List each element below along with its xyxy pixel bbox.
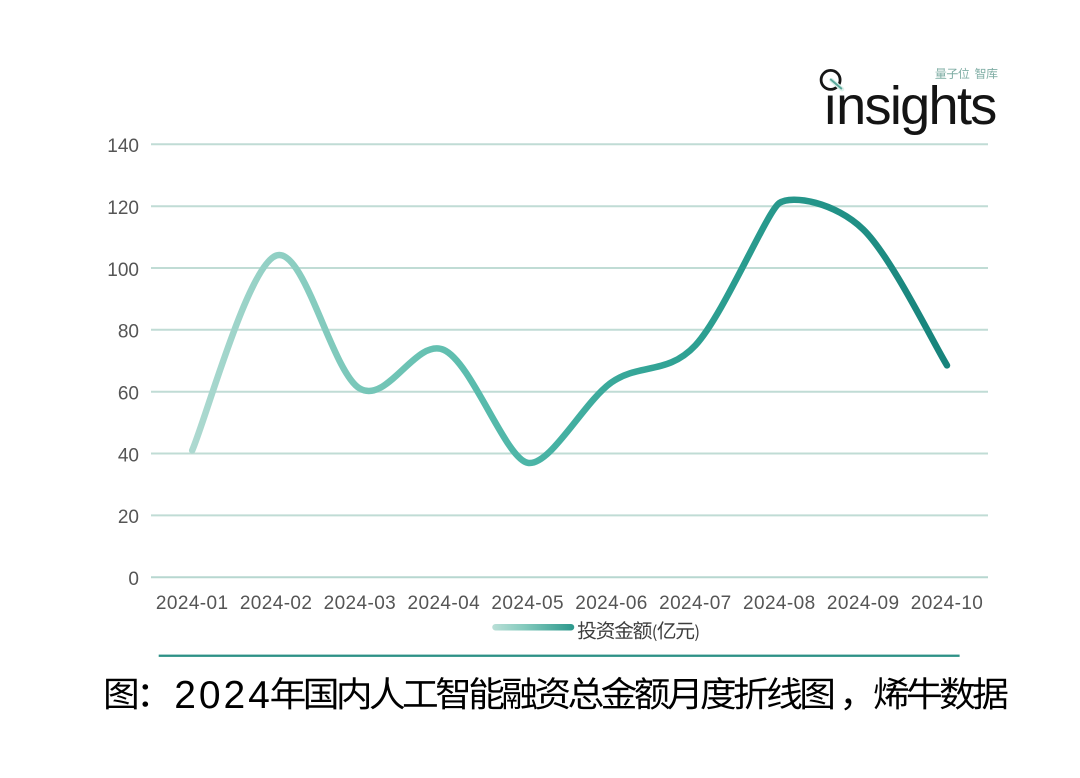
- svg-text:2024-10: 2024-10: [911, 593, 984, 614]
- svg-text:120: 120: [107, 198, 139, 219]
- svg-text:0: 0: [128, 569, 139, 590]
- svg-text:2024-02: 2024-02: [240, 593, 313, 614]
- svg-text:ınsights: ınsights: [823, 76, 996, 136]
- svg-text:20: 20: [118, 507, 139, 528]
- svg-text:2024-07: 2024-07: [659, 593, 732, 614]
- svg-text:60: 60: [118, 384, 139, 405]
- svg-text:100: 100: [107, 260, 139, 281]
- svg-text:40: 40: [118, 445, 139, 466]
- svg-text:80: 80: [118, 322, 139, 343]
- svg-text:2024: 2024: [174, 674, 272, 717]
- svg-text:2024-09: 2024-09: [827, 593, 900, 614]
- svg-text:140: 140: [107, 136, 139, 157]
- svg-text:2024-04: 2024-04: [408, 593, 481, 614]
- svg-text:2024-05: 2024-05: [491, 593, 564, 614]
- svg-text:2024-01: 2024-01: [156, 593, 229, 614]
- svg-text:2024-08: 2024-08: [743, 593, 816, 614]
- svg-text:2024-03: 2024-03: [324, 593, 397, 614]
- svg-text:2024-06: 2024-06: [575, 593, 648, 614]
